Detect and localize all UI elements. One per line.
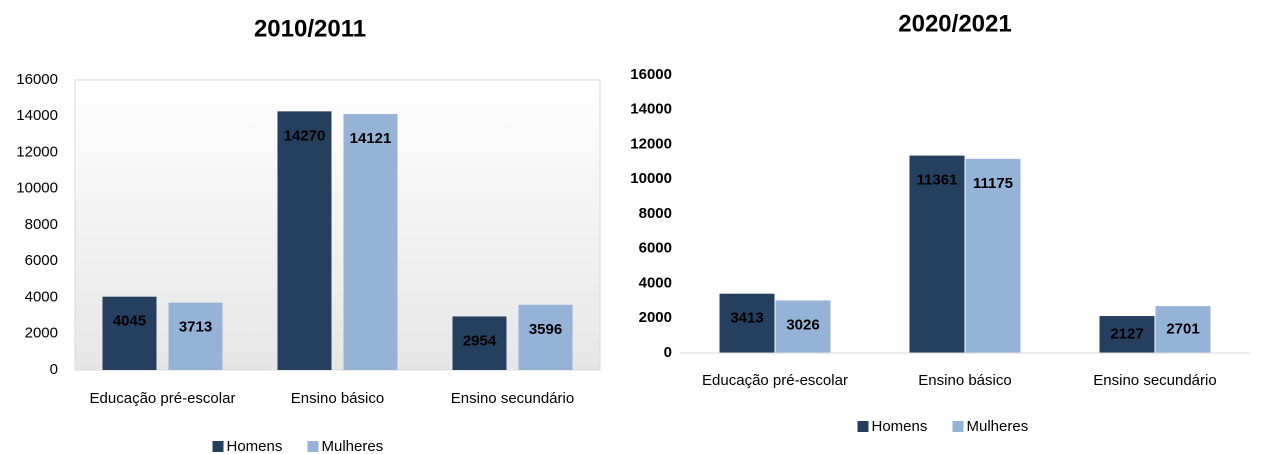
data-label: 11361 xyxy=(917,172,958,189)
y-tick-label: 12000 xyxy=(630,135,672,152)
bar xyxy=(452,316,507,370)
x-tick-label: Ensino básico xyxy=(918,372,1011,389)
y-tick-label: 14000 xyxy=(16,107,58,124)
bar xyxy=(518,304,573,370)
y-tick-label: 4000 xyxy=(25,288,58,305)
y-tick-label: 16000 xyxy=(630,66,672,83)
legend-label: Homens xyxy=(227,438,283,454)
data-label: 3596 xyxy=(529,321,562,338)
plot-area xyxy=(74,79,601,371)
x-tick-label: Ensino secundário xyxy=(451,390,574,407)
y-tick-label: 12000 xyxy=(16,143,58,160)
x-tick-label: Educação pré-escolar xyxy=(90,390,236,407)
bar xyxy=(1155,306,1211,353)
legend-swatch xyxy=(857,421,869,432)
y-tick-label: 0 xyxy=(664,344,672,361)
data-label: 2954 xyxy=(463,332,497,349)
data-label: 2701 xyxy=(1166,321,1199,338)
chart-title: 2010/2011 xyxy=(254,15,366,42)
legend-swatch xyxy=(307,441,319,452)
data-label: 3026 xyxy=(786,316,819,333)
data-label: 14270 xyxy=(284,127,326,144)
bar xyxy=(277,111,332,370)
y-tick-label: 4000 xyxy=(639,274,672,291)
y-tick-label: 10000 xyxy=(16,180,58,197)
bar xyxy=(965,158,1021,353)
data-label: 4045 xyxy=(113,313,146,330)
y-tick-label: 8000 xyxy=(639,205,672,222)
bar xyxy=(719,293,775,353)
data-label: 3713 xyxy=(179,319,212,336)
data-label: 2127 xyxy=(1110,325,1143,342)
data-label: 3413 xyxy=(730,310,763,327)
data-label: 14121 xyxy=(350,130,392,147)
x-tick-label: Ensino secundário xyxy=(1093,372,1216,389)
bar xyxy=(343,114,398,370)
bar xyxy=(909,155,965,353)
y-tick-label: 16000 xyxy=(16,71,58,88)
y-tick-label: 8000 xyxy=(25,216,58,233)
x-tick-label: Ensino básico xyxy=(291,390,384,407)
y-tick-label: 6000 xyxy=(639,240,672,257)
y-tick-label: 6000 xyxy=(25,252,58,269)
y-tick-label: 0 xyxy=(50,361,58,378)
legend-swatch xyxy=(952,421,964,432)
legend-label: Mulheres xyxy=(322,438,384,454)
bar xyxy=(102,296,157,370)
bar xyxy=(168,302,223,370)
y-tick-label: 2000 xyxy=(639,309,672,326)
legend-swatch xyxy=(212,441,224,452)
bar xyxy=(775,300,831,353)
legend-label: Mulheres xyxy=(967,418,1029,435)
y-tick-label: 14000 xyxy=(630,101,672,118)
y-tick-label: 10000 xyxy=(630,170,672,187)
chart-title: 2020/2021 xyxy=(898,10,1011,37)
data-label: 11175 xyxy=(973,175,1013,192)
legend-label: Homens xyxy=(872,418,928,435)
bar xyxy=(1099,316,1155,353)
x-tick-label: Educação pré-escolar xyxy=(702,372,848,389)
y-tick-label: 2000 xyxy=(25,325,58,342)
